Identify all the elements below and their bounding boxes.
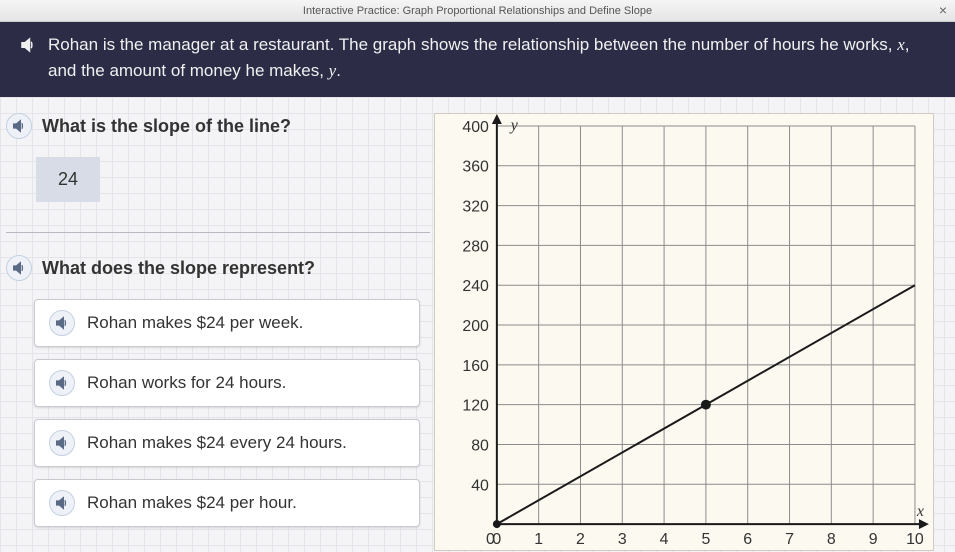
option-4-label: Rohan makes $24 per hour. [87,493,297,513]
speaker-icon[interactable] [49,490,75,516]
question-2: What does the slope represent? [6,255,430,281]
svg-text:5: 5 [701,531,710,548]
chart: y x 40 80 120 160 200 240 280 320 360 400 0 1 2 3 4 5 6 7 8 9… [434,113,934,551]
svg-text:360: 360 [462,159,489,176]
chart-svg: y x 40 80 120 160 200 240 280 320 360 400 0 1 2 3 4 5 6 7 8 9… [435,114,933,550]
option-2[interactable]: Rohan works for 24 hours. [34,359,420,407]
svg-text:2: 2 [576,531,585,548]
svg-text:y: y [509,117,519,134]
option-1-label: Rohan makes $24 per week. [87,313,303,333]
svg-text:9: 9 [869,531,878,548]
content-area: What is the slope of the line? 24 What d… [0,97,955,552]
speaker-icon[interactable] [18,35,38,55]
svg-text:7: 7 [785,531,794,548]
svg-text:200: 200 [462,318,489,335]
speaker-icon[interactable] [49,370,75,396]
close-icon[interactable]: × [939,2,947,18]
question-1: What is the slope of the line? [6,113,430,139]
svg-text:400: 400 [462,119,489,136]
option-3-label: Rohan makes $24 every 24 hours. [87,433,347,453]
svg-text:320: 320 [462,199,489,216]
svg-text:160: 160 [462,358,489,375]
option-4[interactable]: Rohan makes $24 per hour. [34,479,420,527]
speaker-icon[interactable] [49,310,75,336]
svg-text:40: 40 [471,477,489,494]
speaker-icon[interactable] [49,430,75,456]
svg-text:280: 280 [462,238,489,255]
svg-text:240: 240 [462,278,489,295]
svg-text:4: 4 [660,531,669,548]
svg-text:8: 8 [827,531,836,548]
svg-text:x: x [916,503,924,520]
option-2-label: Rohan works for 24 hours. [87,373,286,393]
svg-text:3: 3 [618,531,627,548]
question-prompt: Rohan is the manager at a restaurant. Th… [0,22,955,97]
slope-answer[interactable]: 24 [36,157,100,202]
speaker-icon[interactable] [6,255,32,281]
question-1-text: What is the slope of the line? [42,116,291,137]
speaker-icon[interactable] [6,113,32,139]
option-1[interactable]: Rohan makes $24 per week. [34,299,420,347]
window-title-bar: Interactive Practice: Graph Proportional… [0,0,955,22]
option-3[interactable]: Rohan makes $24 every 24 hours. [34,419,420,467]
svg-text:6: 6 [743,531,752,548]
svg-text:10: 10 [906,531,924,548]
prompt-text: Rohan is the manager at a restaurant. Th… [48,32,937,83]
divider [6,232,430,233]
right-column: y x 40 80 120 160 200 240 280 320 360 400 0 1 2 3 4 5 6 7 8 9… [430,113,945,552]
svg-text:80: 80 [471,437,489,454]
window-title: Interactive Practice: Graph Proportional… [303,5,652,17]
left-column: What is the slope of the line? 24 What d… [0,113,430,552]
svg-text:120: 120 [462,398,489,415]
svg-text:0: 0 [486,531,495,548]
question-2-text: What does the slope represent? [42,258,315,279]
svg-text:1: 1 [534,531,543,548]
